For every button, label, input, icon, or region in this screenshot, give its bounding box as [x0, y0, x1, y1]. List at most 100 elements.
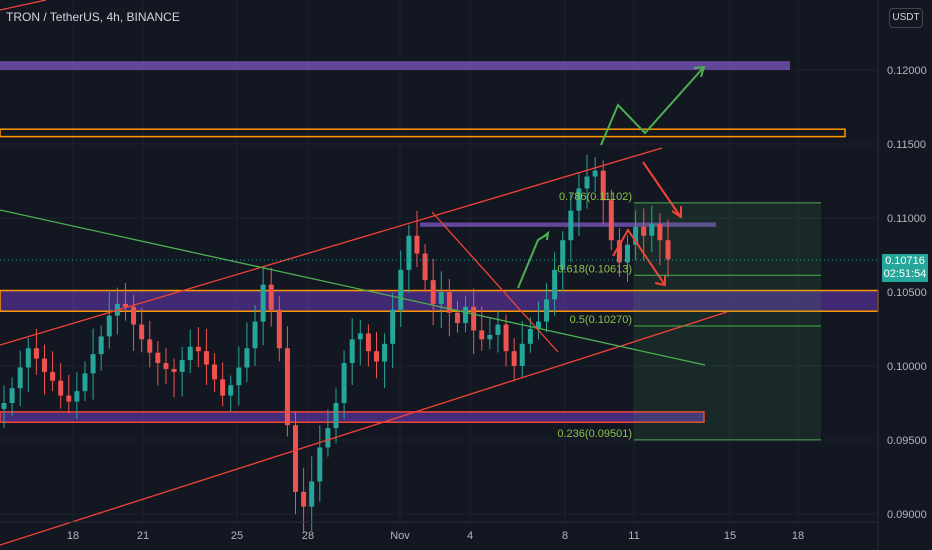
candle-body [454, 312, 460, 324]
bullish-candle [317, 425, 323, 502]
candle-body [260, 284, 266, 322]
bearish-candle [600, 160, 606, 225]
candle-body [527, 329, 533, 344]
candle-body [155, 352, 161, 364]
candle-body [179, 360, 185, 372]
x-tick-label: Nov [390, 530, 410, 542]
bearish-candle [665, 219, 671, 278]
x-tick-label: 4 [467, 530, 473, 542]
bullish-candle [98, 325, 104, 371]
candle-body [131, 306, 137, 325]
candle-body [228, 385, 234, 396]
candle-body [187, 346, 193, 361]
bullish-candle [252, 304, 258, 366]
x-tick-label: 15 [724, 530, 736, 542]
support-resistance-zone [0, 128, 846, 138]
fibonacci-box [634, 202, 821, 440]
candle-body [163, 363, 169, 369]
bearish-candle [373, 331, 379, 379]
price-axis[interactable]: 0.12000 0.11500 0.11000 0.10500 0.10000 0.095… [887, 65, 927, 521]
bearish-candle [203, 328, 209, 385]
bearish-candle [171, 358, 177, 398]
bearish-candle [220, 362, 226, 407]
candle-body [106, 315, 112, 337]
candle-body [9, 388, 15, 403]
bullish-candle [487, 317, 493, 350]
candle-body [301, 491, 307, 507]
candle-body [171, 368, 177, 372]
bullish-candle [25, 337, 31, 392]
candle-body [212, 364, 218, 380]
bullish-candle [309, 456, 315, 531]
candle-body [268, 284, 274, 310]
candle-body [430, 280, 436, 304]
falling-wedge-line [431, 211, 559, 353]
bearish-candle [479, 306, 485, 351]
candle-body [568, 210, 574, 241]
candle-body [535, 321, 541, 329]
candle-body [422, 253, 428, 281]
bearish-candle [293, 411, 299, 515]
arrow-head [654, 275, 666, 287]
time-axis[interactable]: 18 21 25 28 Nov 4 8 11 15 18 [67, 530, 804, 542]
bearish-candle [657, 212, 663, 266]
candle-body [66, 395, 72, 402]
candle-body [576, 188, 582, 211]
candle-body [333, 403, 339, 429]
bullish-candle [106, 289, 112, 349]
fib-level-label: 0.618(0.10613) [557, 263, 632, 275]
candle-body [600, 170, 606, 201]
candle-body [641, 226, 647, 236]
bullish-candle [90, 328, 96, 400]
candle-body [122, 303, 128, 307]
candle-body [341, 363, 347, 403]
x-tick-label: 28 [302, 530, 314, 542]
candle-body [244, 348, 250, 368]
bearish-candle [276, 296, 282, 362]
candle-body [25, 348, 31, 368]
bearish-candle [268, 267, 274, 327]
symbol-title-text: TRON / TetherUS, 4h, BINANCE [6, 10, 180, 24]
currency-badge[interactable]: USDT [889, 8, 923, 28]
bearish-candle [608, 189, 614, 251]
candle-body [665, 240, 671, 260]
candle-body [147, 339, 153, 353]
ascending-channel-lower [0, 311, 728, 546]
y-tick-label: 0.11000 [887, 213, 926, 225]
bullish-candle [9, 377, 15, 417]
bullish-candle [236, 346, 242, 406]
candle-body [616, 240, 622, 263]
candle-body [560, 240, 566, 270]
descending-trendline [0, 209, 706, 366]
trendline-drawings [0, 0, 878, 546]
support-resistance-zone [0, 61, 790, 70]
bullish-candle [406, 224, 412, 293]
symbol-title: TRON / TetherUS, 4h, BINANCE [6, 10, 180, 24]
bullish-candle [592, 157, 598, 192]
candle-body [390, 309, 396, 344]
bullish-candle [568, 193, 574, 263]
fib-level-label: 0.786(0.11102) [559, 191, 632, 203]
candle-body [511, 351, 517, 366]
candle-body [236, 367, 242, 386]
arrow-head [693, 65, 706, 78]
bullish-candle [244, 322, 250, 383]
candle-body [220, 379, 226, 396]
candle-body [33, 348, 39, 359]
x-tick-label: 25 [231, 530, 243, 542]
bullish-candle [495, 310, 501, 353]
x-tick-label: 18 [792, 530, 804, 542]
bullish-candle [382, 333, 388, 389]
bullish-candle [398, 250, 404, 327]
candle-body [584, 176, 590, 189]
bullish-candle [544, 283, 550, 333]
y-tick-label: 0.09000 [887, 509, 927, 521]
x-tick-label: 21 [137, 530, 149, 542]
arrow-head [542, 230, 550, 241]
bullish-candle [576, 173, 582, 237]
candle-body [139, 324, 145, 340]
candle-body [98, 336, 104, 355]
bearish-candle [58, 363, 64, 409]
bullish-candle [552, 252, 558, 316]
